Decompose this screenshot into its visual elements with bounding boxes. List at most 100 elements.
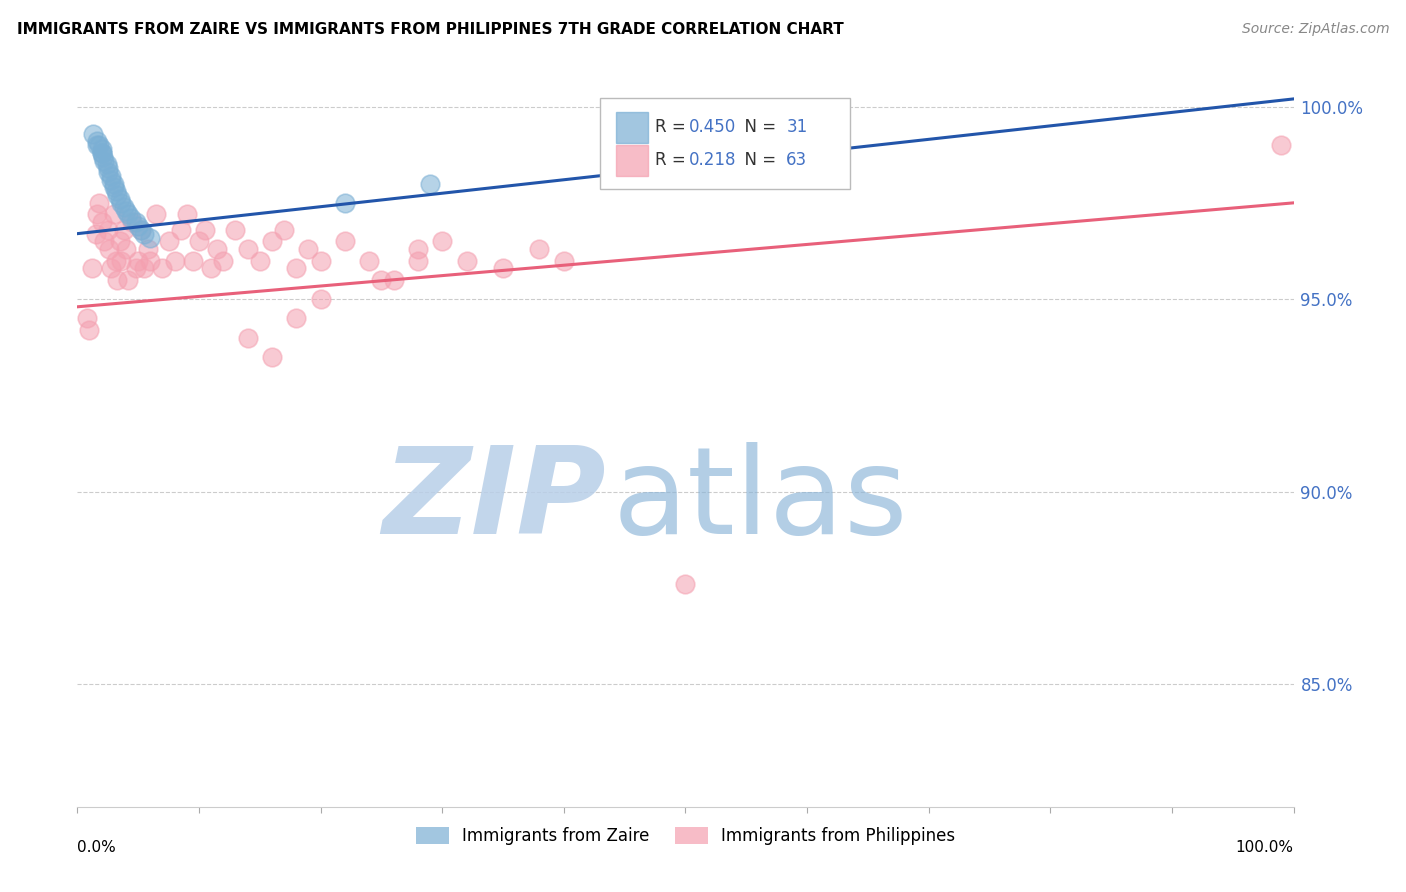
Point	[406, 242, 429, 256]
Point	[285, 261, 308, 276]
FancyBboxPatch shape	[600, 98, 849, 189]
Text: IMMIGRANTS FROM ZAIRE VS IMMIGRANTS FROM PHILIPPINES 7TH GRADE CORRELATION CHART: IMMIGRANTS FROM ZAIRE VS IMMIGRANTS FROM…	[17, 22, 844, 37]
Point	[224, 223, 246, 237]
Point	[430, 235, 453, 249]
Point	[125, 215, 148, 229]
Point	[127, 253, 149, 268]
Point	[260, 350, 283, 364]
Point	[82, 127, 104, 141]
Point	[205, 242, 228, 256]
Point	[382, 273, 405, 287]
Point	[91, 150, 114, 164]
Point	[107, 188, 129, 202]
Point	[96, 157, 118, 171]
Point	[105, 253, 128, 268]
Text: 0.218: 0.218	[689, 151, 737, 169]
Point	[100, 169, 122, 183]
Text: 0.450: 0.450	[689, 118, 737, 136]
Point	[80, 261, 103, 276]
Point	[112, 200, 135, 214]
Point	[134, 227, 156, 241]
Point	[370, 273, 392, 287]
Point	[406, 253, 429, 268]
Point	[90, 142, 112, 156]
Point	[529, 242, 551, 256]
Point	[79, 323, 101, 337]
Point	[107, 273, 129, 287]
Point	[90, 145, 112, 160]
Point	[86, 134, 108, 148]
Point	[285, 311, 308, 326]
Point	[93, 153, 115, 168]
Point	[152, 261, 174, 276]
Point	[86, 207, 108, 221]
Point	[117, 207, 139, 221]
Point	[297, 242, 319, 256]
Point	[129, 223, 152, 237]
Point	[157, 235, 180, 249]
Point	[97, 242, 120, 256]
Text: 63: 63	[786, 151, 807, 169]
Point	[108, 192, 131, 206]
Text: N =: N =	[734, 151, 782, 169]
Point	[112, 223, 135, 237]
Text: 0.0%: 0.0%	[77, 840, 117, 855]
Text: 31: 31	[786, 118, 807, 136]
Text: Source: ZipAtlas.com: Source: ZipAtlas.com	[1241, 22, 1389, 37]
Point	[121, 215, 143, 229]
Point	[553, 253, 575, 268]
Point	[86, 138, 108, 153]
Point	[90, 145, 112, 160]
FancyBboxPatch shape	[616, 112, 648, 143]
Point	[260, 235, 283, 249]
Text: 100.0%: 100.0%	[1236, 840, 1294, 855]
Point	[419, 177, 441, 191]
Point	[249, 253, 271, 268]
Point	[120, 211, 142, 226]
Point	[103, 177, 125, 191]
Point	[136, 242, 159, 256]
Point	[100, 173, 122, 187]
Text: ZIP: ZIP	[382, 442, 606, 558]
Point	[93, 235, 115, 249]
Point	[333, 195, 356, 210]
Point	[76, 311, 98, 326]
Point	[108, 235, 131, 249]
Point	[97, 223, 120, 237]
Point	[139, 230, 162, 244]
Point	[309, 292, 332, 306]
Point	[100, 261, 122, 276]
Point	[117, 273, 139, 287]
Point	[97, 161, 120, 176]
Text: R =: R =	[655, 151, 690, 169]
Point	[89, 138, 111, 153]
Point	[129, 223, 152, 237]
Point	[194, 223, 217, 237]
Point	[90, 215, 112, 229]
Point	[115, 242, 138, 256]
Legend: Immigrants from Zaire, Immigrants from Philippines: Immigrants from Zaire, Immigrants from P…	[409, 820, 962, 852]
Point	[127, 219, 149, 233]
Point	[115, 203, 138, 218]
Point	[105, 184, 128, 198]
Point	[163, 253, 186, 268]
Point	[675, 577, 697, 591]
Point	[125, 261, 148, 276]
Point	[492, 261, 515, 276]
Text: N =: N =	[734, 118, 782, 136]
Point	[200, 261, 222, 276]
Point	[103, 207, 125, 221]
Point	[333, 235, 356, 249]
Text: atlas: atlas	[613, 442, 908, 558]
Point	[110, 253, 132, 268]
Point	[212, 253, 235, 268]
Point	[456, 253, 478, 268]
Point	[273, 223, 295, 237]
Point	[309, 253, 332, 268]
Point	[359, 253, 381, 268]
Text: R =: R =	[655, 118, 690, 136]
Point	[188, 235, 211, 249]
Point	[139, 253, 162, 268]
Point	[134, 261, 156, 276]
FancyBboxPatch shape	[616, 145, 648, 176]
